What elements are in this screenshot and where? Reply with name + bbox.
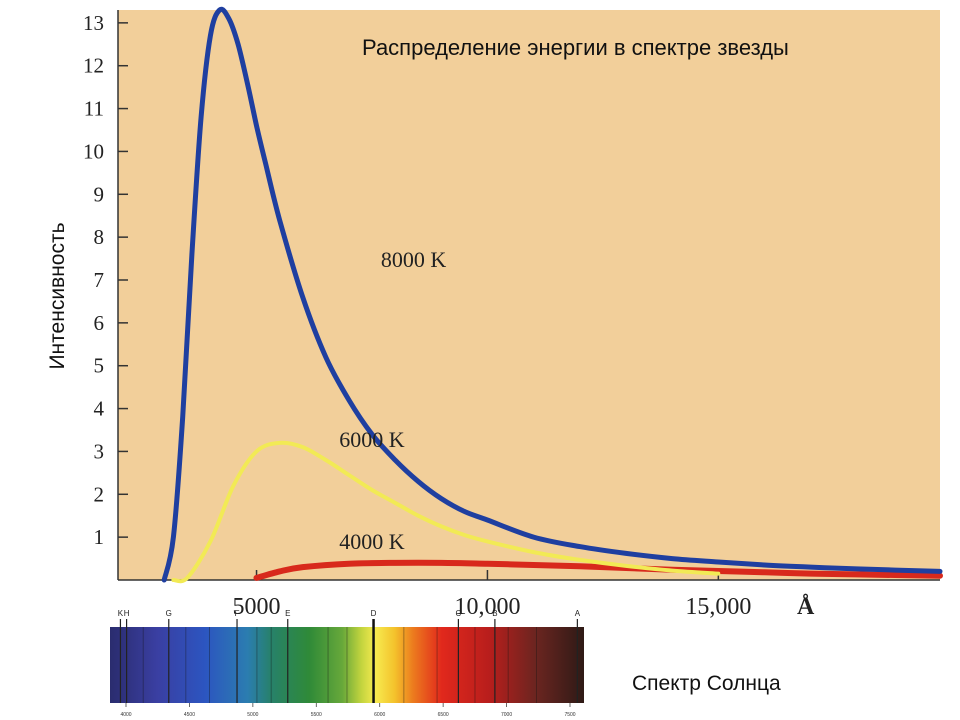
spectrum-scale-label-5000: 5000	[247, 712, 258, 718]
series-line-6000k	[171, 440, 721, 584]
y-tick-label-8: 8	[94, 225, 105, 249]
spectrum-line-label-G: G	[166, 609, 172, 618]
y-tick-label-3: 3	[94, 439, 105, 463]
spectrum-scale-label-4500: 4500	[184, 712, 195, 718]
plot-area	[118, 10, 940, 580]
y-tick-label-6: 6	[94, 311, 105, 335]
spectrum-scale: 4000 4500 5000 5500 6000 6500 7000 7500	[120, 703, 576, 718]
spectrum-line-label-C: C	[455, 609, 461, 618]
spectrum-scale-label-4000: 4000	[120, 712, 131, 718]
curve-label-6000k: 6000 K	[339, 427, 405, 452]
x-unit-label: Å	[797, 594, 815, 620]
spectrum-scale-label-6000: 6000	[374, 712, 385, 718]
y-tick-label-4: 4	[94, 397, 105, 421]
curve-labels: 8000 K 6000 K 4000 K	[339, 247, 446, 554]
spectrum-scale-label-7500: 7500	[564, 712, 575, 718]
chart-title: Распределение энергии в спектре звезды	[362, 35, 789, 60]
curve-label-4000k: 4000 K	[339, 529, 405, 554]
spectrum-line-label-E: E	[285, 609, 290, 618]
spectrum-line-label-B: B	[492, 609, 497, 618]
x-tick-label-5000: 5000	[233, 594, 281, 620]
series-group	[161, 6, 943, 584]
spectrum-line-label-H: H	[124, 609, 130, 618]
spectrum-line-label-A: A	[575, 609, 581, 618]
spectrum-band	[110, 627, 584, 703]
x-tick-label-10000: 10,000	[454, 594, 520, 620]
y-axis-label: Интенсивность	[46, 222, 69, 369]
y-tick-label-10: 10	[83, 139, 104, 163]
y-tick-label-5: 5	[94, 354, 105, 378]
spectrum-caption: Спектр Солнца	[632, 672, 781, 695]
y-tick-label-2: 2	[94, 482, 105, 506]
curve-label-8000k: 8000 K	[381, 247, 447, 272]
series-line-4000k	[253, 559, 943, 581]
y-tick-label-7: 7	[94, 268, 105, 292]
spectrum-line-label-K: K	[118, 609, 124, 618]
series-line-8000k	[161, 6, 943, 583]
x-axis-ticks: 5000 10,000 15,000	[233, 570, 751, 620]
y-tick-label-13: 13	[83, 11, 104, 35]
y-tick-label-12: 12	[83, 54, 104, 78]
y-tick-label-1: 1	[94, 525, 105, 549]
spectrum-line-label-D: D	[371, 609, 377, 618]
y-tick-label-9: 9	[94, 182, 105, 206]
spectrum-scale-label-7000: 7000	[501, 712, 512, 718]
x-tick-label-15000: 15,000	[685, 594, 751, 620]
spectrum-scale-label-6500: 6500	[438, 712, 449, 718]
spectrum-line-label-F: F	[235, 609, 240, 618]
y-tick-label-11: 11	[84, 97, 104, 121]
spectrum-scale-label-5500: 5500	[311, 712, 322, 718]
